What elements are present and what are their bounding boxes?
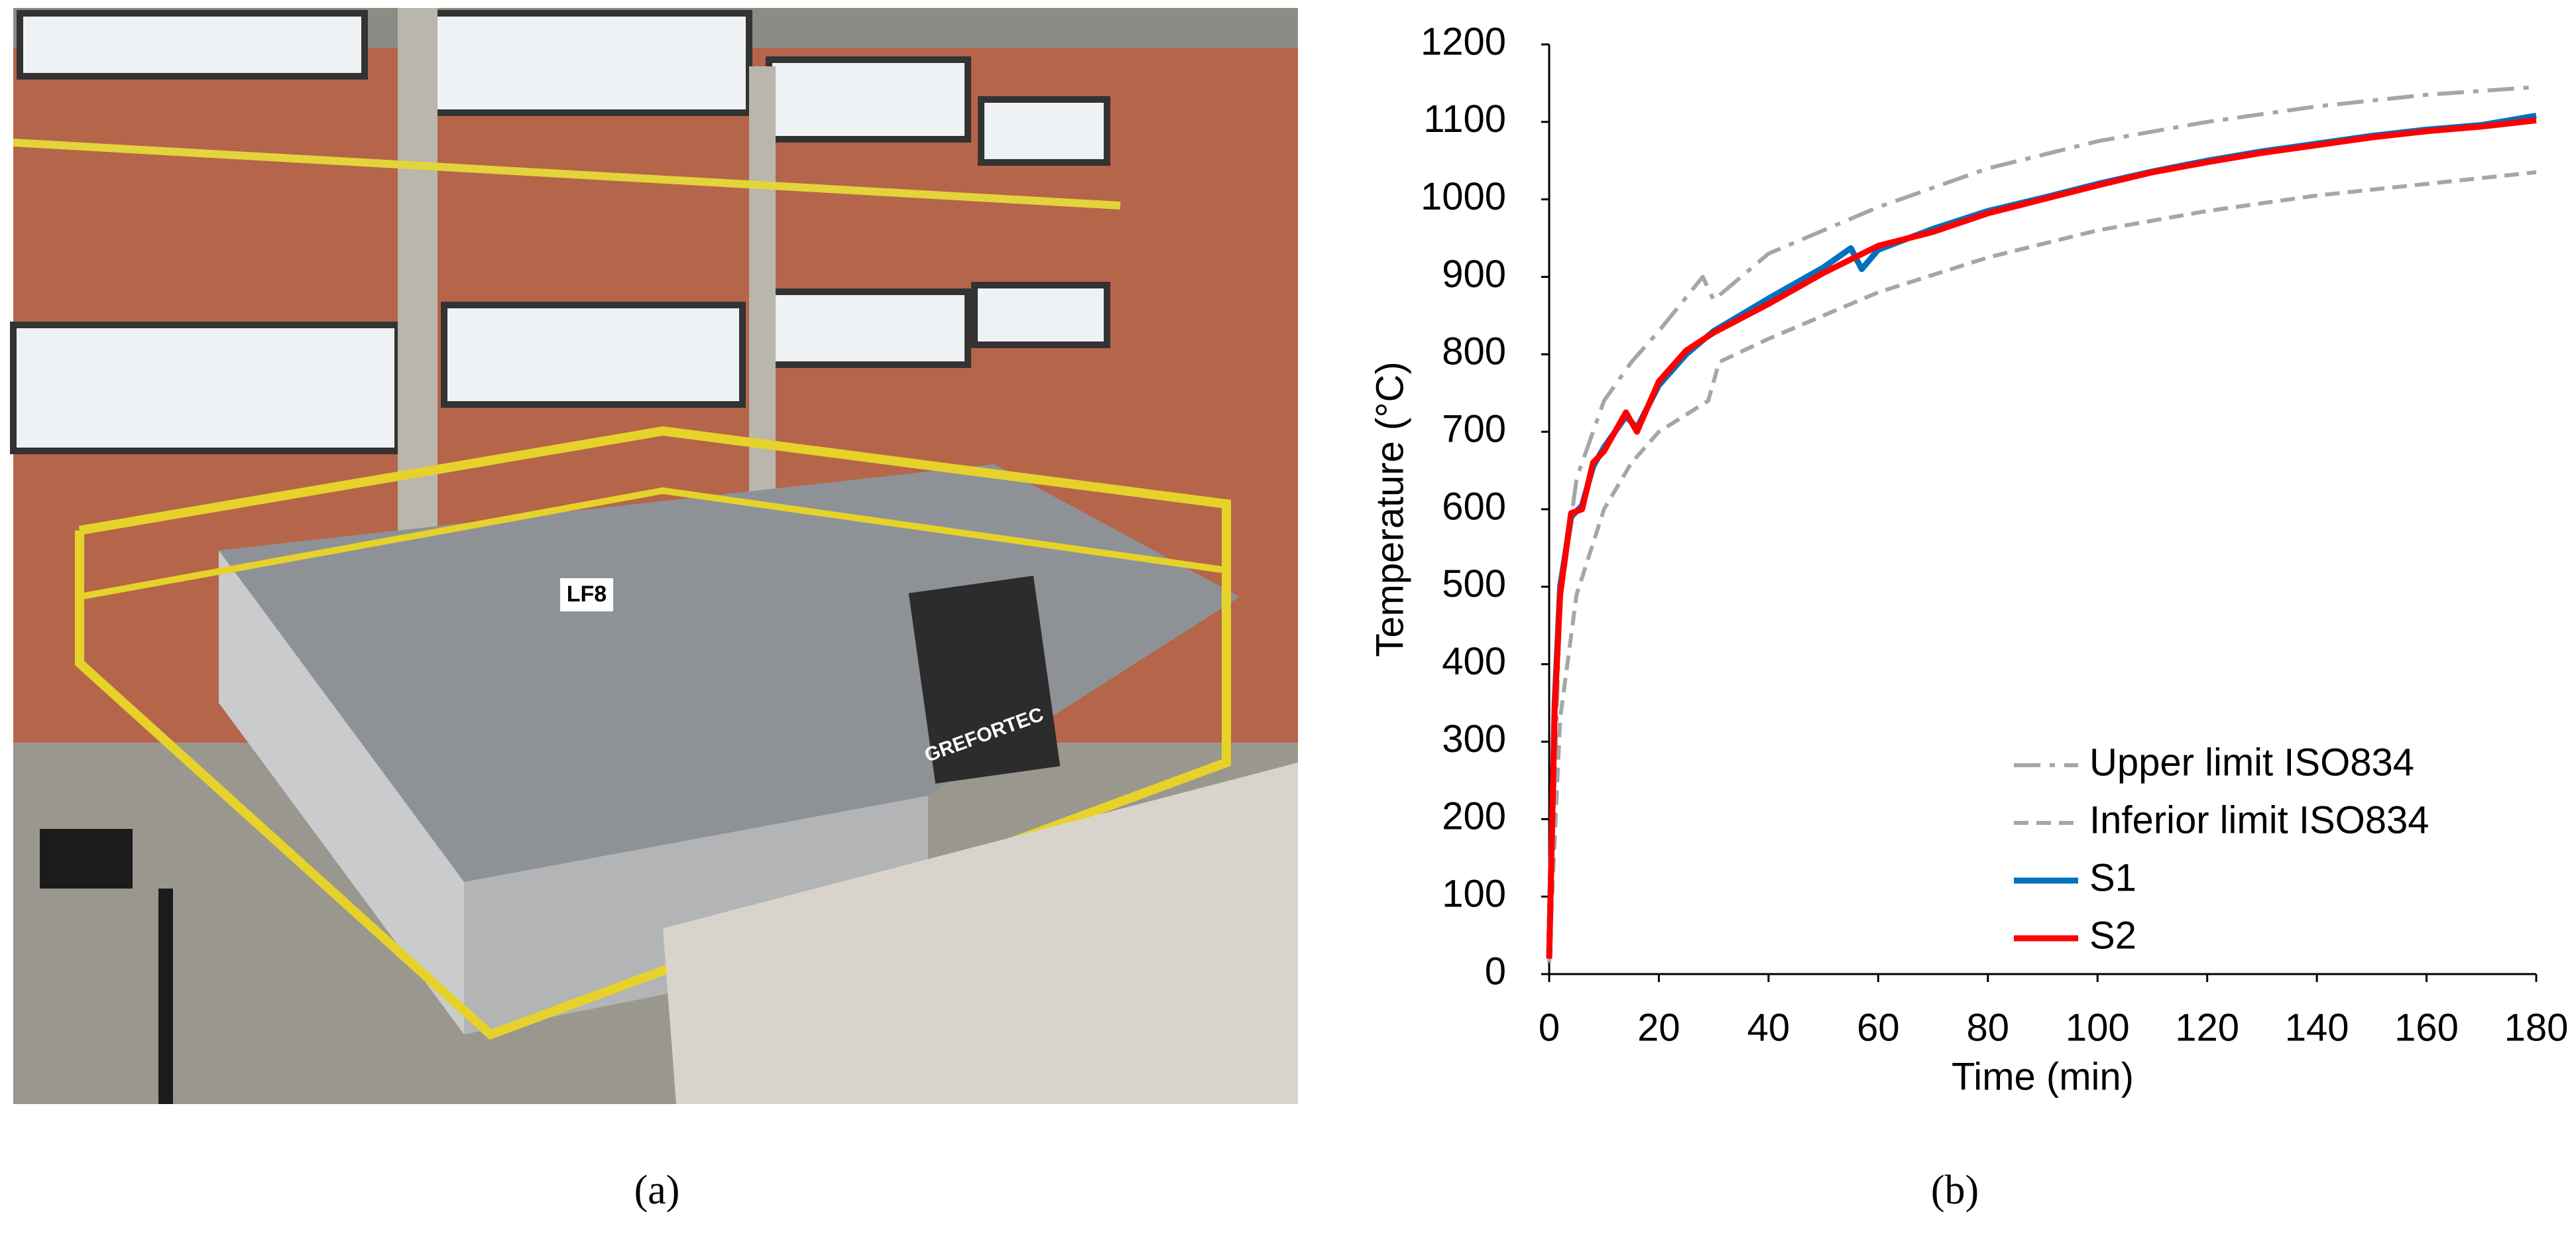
window — [10, 322, 401, 454]
x-tick-label: 180 — [2504, 1006, 2569, 1049]
series-line — [1547, 85, 2537, 959]
x-tick-label: 120 — [2175, 1006, 2239, 1049]
window — [971, 282, 1110, 348]
y-tick-label: 1200 — [1421, 20, 1506, 63]
tag — [560, 578, 613, 611]
series-line — [1546, 117, 2537, 959]
y-tick-label: 0 — [1485, 950, 1506, 993]
camera — [40, 829, 133, 889]
caption: (a) — [634, 1168, 680, 1213]
legend-label: S1 — [2089, 856, 2137, 899]
series-line — [1547, 170, 2537, 963]
furnace-side — [219, 550, 464, 1034]
photo: LF8 GREFORTEC — [10, 8, 1298, 1104]
x-axis-label: Time (min) — [1952, 1055, 2134, 1098]
x-tick-label: 140 — [2285, 1006, 2349, 1049]
x-tick-label: 40 — [1747, 1006, 1790, 1049]
y-tick-label: 800 — [1442, 330, 1506, 373]
x-tick-label: 60 — [1857, 1006, 1900, 1049]
slab — [663, 763, 1298, 1104]
legend-label: S2 — [2089, 914, 2137, 957]
y-tick-label: 1000 — [1421, 175, 1506, 218]
window — [428, 10, 752, 116]
x-tick-label: 100 — [2066, 1006, 2130, 1049]
photo-label: LF8 — [567, 582, 607, 607]
x-tick-label: 20 — [1637, 1006, 1680, 1049]
y-tick-label: 900 — [1442, 253, 1506, 296]
window — [766, 56, 971, 143]
furnace-top — [219, 464, 1240, 882]
furnace-front — [464, 796, 928, 1034]
chart: 0100200300400500600700800900100011001200… — [1368, 20, 2568, 1098]
y-tick-label: 1100 — [1423, 97, 1506, 141]
y-tick-label: 100 — [1442, 872, 1506, 915]
crane-rail — [13, 139, 1121, 210]
x-tick-label: 160 — [2394, 1006, 2459, 1049]
window — [17, 10, 368, 80]
legend-label: Upper limit ISO834 — [2089, 741, 2414, 784]
railing — [75, 426, 1231, 1040]
window — [978, 96, 1110, 166]
sign — [908, 576, 1061, 784]
y-tick-label: 200 — [1442, 795, 1506, 838]
railing — [79, 487, 1227, 600]
x-tick-label: 80 — [1967, 1006, 2010, 1049]
x-tick-label: 0 — [1539, 1006, 1560, 1049]
window — [441, 302, 746, 408]
legend-label: Inferior limit ISO834 — [2089, 798, 2430, 841]
y-tick-label: 500 — [1442, 562, 1506, 605]
y-tick-label: 700 — [1442, 407, 1506, 450]
caption: (b) — [1931, 1168, 1979, 1213]
y-tick-label: 300 — [1442, 717, 1506, 761]
y-axis-label: Temperature (°C) — [1368, 361, 1411, 656]
window — [766, 288, 971, 368]
y-tick-label: 600 — [1442, 485, 1506, 528]
y-tick-label: 400 — [1442, 640, 1506, 683]
